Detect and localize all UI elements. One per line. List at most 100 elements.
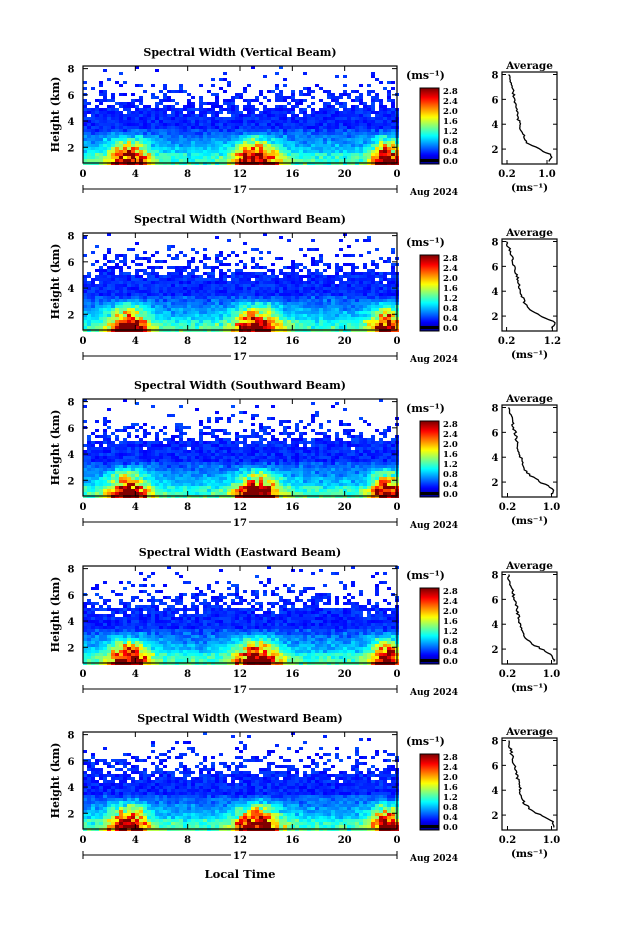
heatmap-cell xyxy=(91,120,95,123)
heatmap-cell xyxy=(383,150,387,153)
heatmap-cell xyxy=(263,278,267,281)
heatmap-cell xyxy=(215,471,219,474)
colorbar-segment xyxy=(420,154,439,157)
heatmap-cell xyxy=(235,435,239,438)
heatmap-cell xyxy=(159,323,163,326)
heatmap-cell xyxy=(259,320,263,323)
heatmap-cell xyxy=(295,477,299,480)
heatmap-cell xyxy=(163,138,167,141)
heatmap-cell xyxy=(163,290,167,293)
heatmap-cell xyxy=(111,126,115,129)
heatmap-cell xyxy=(203,123,207,126)
heatmap-cell xyxy=(279,326,283,329)
heatmap-cell xyxy=(375,96,379,99)
heatmap-cell xyxy=(315,159,319,162)
heatmap-cell xyxy=(271,156,275,159)
heatmap-cell xyxy=(375,117,379,120)
heatmap-cell xyxy=(243,263,247,266)
heatmap-cell xyxy=(347,459,351,462)
heatmap-cell xyxy=(339,96,343,99)
heatmap-cell xyxy=(159,102,163,105)
heatmap-cell xyxy=(379,462,383,465)
heatmap-cell xyxy=(87,450,91,453)
heatmap-cell xyxy=(287,447,291,450)
heatmap-cell xyxy=(359,275,363,278)
heatmap-cell xyxy=(119,326,123,329)
heatmap-cell xyxy=(375,135,379,138)
heatmap-cell xyxy=(91,447,95,450)
heatmap-cell xyxy=(191,144,195,147)
colorbar-segment xyxy=(420,269,439,272)
heatmap-cell xyxy=(147,108,151,111)
heatmap-cell xyxy=(287,272,291,275)
heatmap-cell xyxy=(367,141,371,144)
heatmap-cell xyxy=(103,272,107,275)
heatmap-cell xyxy=(83,317,87,320)
heatmap-cell xyxy=(139,308,143,311)
heatmap-cell xyxy=(283,296,287,299)
heatmap-cell xyxy=(219,462,223,465)
heatmap-cell xyxy=(303,447,307,450)
heatmap-cell xyxy=(191,290,195,293)
heatmap-cell xyxy=(163,296,167,299)
heatmap-cell xyxy=(223,468,227,471)
heatmap-cell xyxy=(219,254,223,257)
heatmap-cell xyxy=(287,462,291,465)
heatmap-cell xyxy=(295,429,299,432)
heatmap-cell xyxy=(355,462,359,465)
heatmap-cell xyxy=(183,426,187,429)
heatmap-cell xyxy=(135,287,139,290)
heatmap-cell xyxy=(375,323,379,326)
heatmap-cell xyxy=(107,441,111,444)
heatmap-cell xyxy=(355,302,359,305)
heatmap-cell xyxy=(251,287,255,290)
heatmap-cell xyxy=(335,462,339,465)
heatmap-cell xyxy=(239,459,243,462)
heatmap-cell xyxy=(155,317,159,320)
heatmap-cell xyxy=(259,423,263,426)
heatmap-cell xyxy=(119,474,123,477)
heatmap-cell xyxy=(347,144,351,147)
heatmap-cell xyxy=(331,120,335,123)
heatmap-cell xyxy=(255,317,259,320)
heatmap-cell xyxy=(307,117,311,120)
heatmap-cell xyxy=(363,111,367,114)
heatmap-cell xyxy=(283,129,287,132)
heatmap-cell xyxy=(371,141,375,144)
heatmap-cell xyxy=(251,281,255,284)
heatmap-cell xyxy=(371,456,375,459)
heatmap-cell xyxy=(199,429,203,432)
heatmap-cell xyxy=(123,468,127,471)
heatmap-cell xyxy=(355,275,359,278)
heatmap-cell xyxy=(227,308,231,311)
heatmap-cell xyxy=(311,96,315,99)
colorbar-segment xyxy=(420,313,439,316)
heatmap-cell xyxy=(107,105,111,108)
heatmap-cell xyxy=(311,138,315,141)
heatmap-cell xyxy=(259,120,263,123)
heatmap-cell xyxy=(279,90,283,93)
colorbar-segment xyxy=(420,138,439,141)
heatmap-cell xyxy=(151,96,155,99)
heatmap-cell xyxy=(163,453,167,456)
heatmap-cell xyxy=(99,138,103,141)
heatmap-cell xyxy=(311,248,315,251)
heatmap-cell xyxy=(343,108,347,111)
x-tick-label: 0 xyxy=(394,169,401,180)
heatmap-cell xyxy=(183,465,187,468)
heatmap-cell xyxy=(283,108,287,111)
heatmap-cell xyxy=(151,126,155,129)
heatmap-cell xyxy=(151,308,155,311)
heatmap-cell xyxy=(123,281,127,284)
heatmap-cell xyxy=(179,405,183,408)
heatmap-cell xyxy=(323,117,327,120)
heatmap-cell xyxy=(95,260,99,263)
heatmap-cell xyxy=(283,287,287,290)
colorbar-tick-label: 1.2 xyxy=(443,294,458,304)
heatmap-cell xyxy=(371,435,375,438)
heatmap-cell xyxy=(359,465,363,468)
colorbar-segment xyxy=(420,287,439,290)
heatmap-cell xyxy=(99,323,103,326)
heatmap-cell xyxy=(215,257,219,260)
heatmap-cell xyxy=(259,462,263,465)
